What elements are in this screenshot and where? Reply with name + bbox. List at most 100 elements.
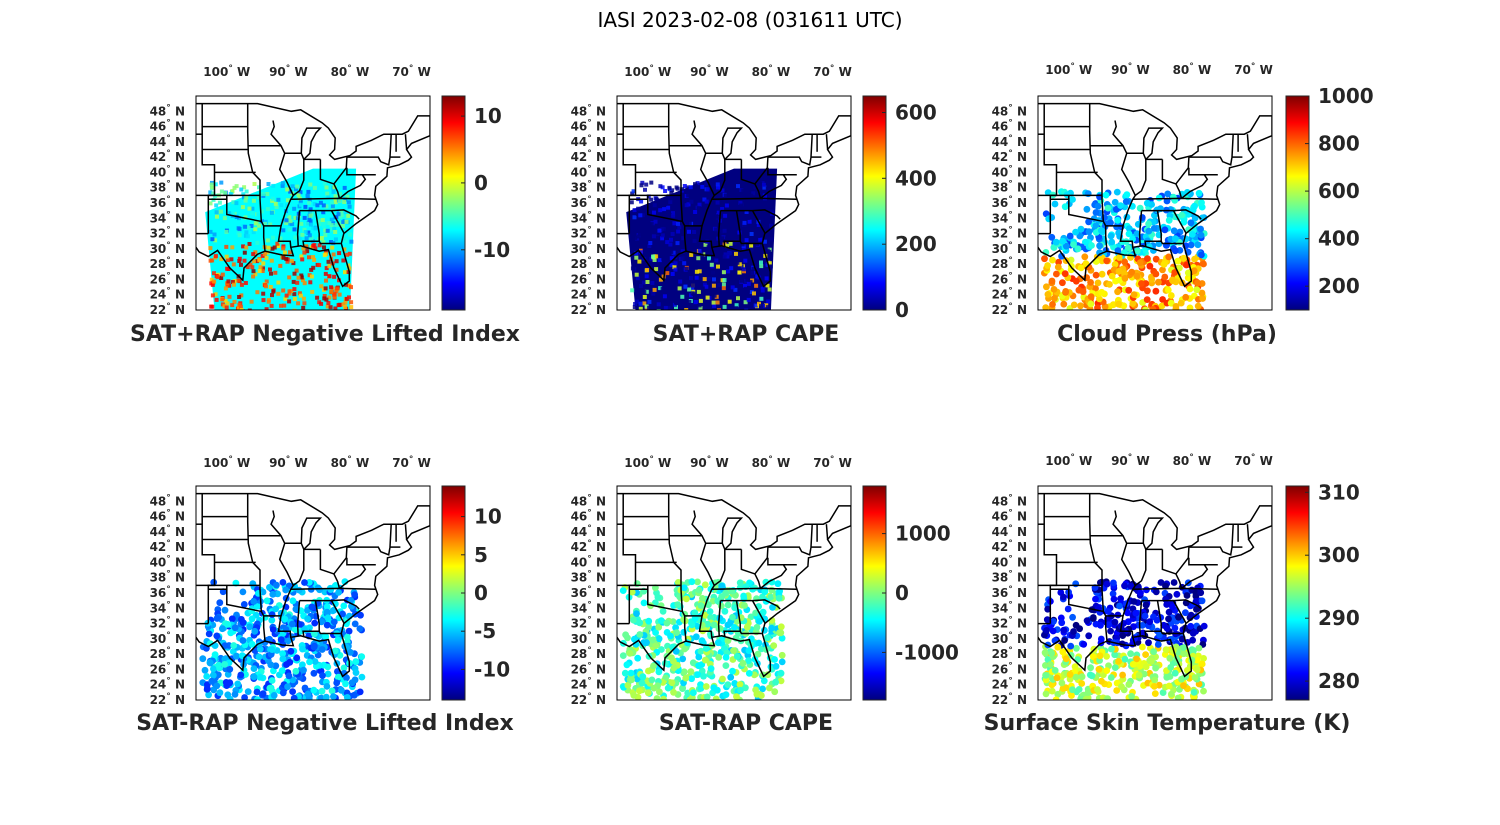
boundary-line: [1132, 587, 1218, 590]
field-dot: [775, 594, 783, 602]
field-cell: [765, 305, 770, 310]
lat-hemi: N: [592, 494, 606, 508]
lat-hemi: N: [171, 601, 185, 615]
field-cell: [237, 295, 242, 299]
degree-mark: °: [1008, 677, 1013, 687]
field-cell: [690, 291, 695, 296]
field-cell: [337, 199, 342, 203]
lat-hemi: N: [592, 181, 606, 195]
field-dot: [1074, 245, 1082, 253]
field-cell: [333, 230, 338, 234]
field-dot: [778, 658, 786, 666]
boundary-line: [201, 493, 216, 624]
lat-value: 42: [992, 150, 1009, 164]
field-dot: [1200, 655, 1207, 662]
field-cell: [692, 230, 697, 234]
field-cell: [214, 297, 219, 302]
field-cell: [349, 239, 354, 244]
boundary-line: [1138, 600, 1143, 636]
field-dot: [1058, 679, 1066, 687]
field-dot: [1190, 267, 1198, 275]
field-cell: [649, 222, 654, 227]
field-dot: [199, 655, 207, 663]
field-dot: [1189, 636, 1196, 644]
lat-hemi: N: [1013, 632, 1027, 646]
field-dot: [1060, 626, 1068, 634]
field-dot: [1183, 592, 1191, 599]
colorbar: [1285, 485, 1310, 701]
field-cell: [323, 286, 328, 291]
field-cell: [302, 250, 307, 255]
degree-mark: °: [1008, 570, 1013, 580]
lon-label: 90° W: [1111, 453, 1150, 468]
field-dot: [1143, 296, 1151, 303]
field-dot: [1092, 222, 1100, 230]
boundary-line: [246, 493, 266, 642]
field-cell: [704, 181, 709, 186]
field-dot: [345, 627, 353, 635]
field-cell: [687, 208, 692, 213]
field-dot: [1060, 593, 1067, 601]
field-cell: [271, 235, 275, 240]
field-dot: [1059, 279, 1066, 287]
degree-mark: °: [347, 64, 352, 74]
field-dot: [244, 688, 252, 695]
field-dot: [1124, 609, 1131, 617]
field-cell: [741, 267, 746, 272]
lat-value: 30: [992, 632, 1009, 646]
field-dot: [1136, 259, 1144, 267]
field-cell: [702, 277, 707, 282]
field-dot: [737, 686, 744, 694]
field-dot: [1052, 238, 1060, 246]
field-cell: [643, 187, 647, 192]
lat-hemi: N: [1013, 196, 1027, 210]
field-cell: [341, 224, 345, 228]
field-cell: [741, 246, 746, 251]
field-cell: [309, 267, 314, 272]
field-dot: [1152, 588, 1160, 596]
field-cell: [338, 302, 343, 307]
lat-value: 48: [992, 494, 1009, 508]
field-cell: [638, 301, 643, 306]
field-dot: [272, 605, 280, 613]
field-dot: [1133, 230, 1141, 238]
field-dot: [1170, 227, 1178, 235]
field-dot: [1161, 226, 1169, 234]
field-cell: [687, 229, 691, 234]
field-dot: [216, 599, 224, 607]
field-cell: [331, 189, 336, 194]
field-dot: [1048, 681, 1056, 689]
field-dot: [748, 635, 755, 643]
field-cell: [339, 213, 344, 217]
field-dot: [1150, 648, 1157, 656]
field-cell: [223, 191, 228, 195]
field-cell: [667, 185, 672, 190]
field-dot: [1190, 647, 1197, 654]
field-dot: [358, 653, 366, 660]
field-dot: [330, 693, 337, 700]
boundary-line: [721, 517, 744, 550]
field-cell: [692, 238, 697, 243]
field-cell: [668, 196, 673, 201]
field-dot: [770, 642, 778, 649]
field-dot: [240, 601, 248, 608]
field-cell: [333, 237, 338, 242]
boundary-line: [739, 630, 762, 635]
boundary-line: [825, 134, 829, 150]
field-dot: [308, 603, 316, 611]
field-cell: [650, 281, 655, 285]
field-dot: [1047, 661, 1054, 668]
field-dot: [761, 588, 769, 596]
colorbar: [441, 95, 466, 311]
field-dot: [1200, 622, 1208, 630]
field-dot: [289, 597, 297, 605]
field-dot: [1162, 646, 1170, 654]
field-cell: [751, 191, 756, 196]
field-cell: [230, 245, 235, 250]
field-dot: [201, 666, 209, 674]
field-dot: [630, 616, 637, 624]
boundary-line: [1172, 210, 1187, 234]
field-cell: [287, 291, 292, 296]
lat-label: 30° N: [571, 241, 606, 256]
degree-mark: °: [768, 64, 773, 74]
